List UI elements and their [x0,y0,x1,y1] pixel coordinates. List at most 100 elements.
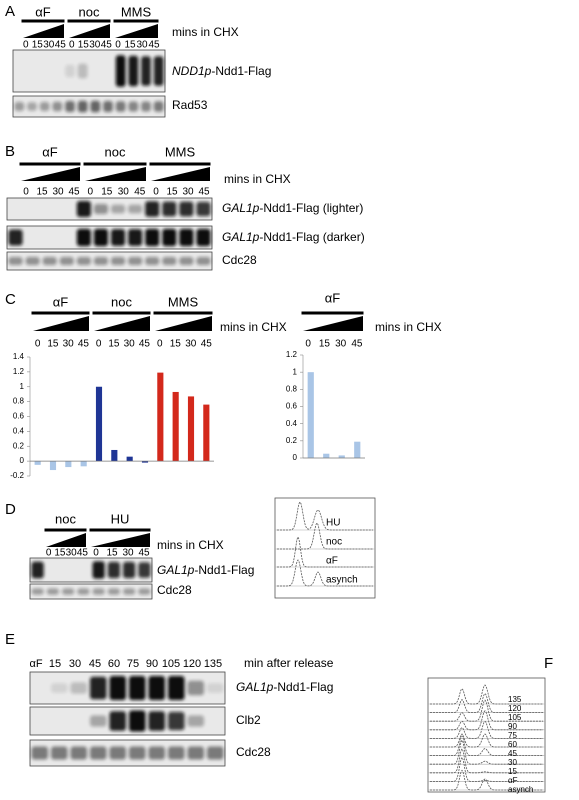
y-tick-label: 0.6 [286,402,298,411]
group-label: noc [105,144,126,159]
blot [6,197,213,221]
blot-band [179,201,194,217]
blot-label: Clb2 [236,713,261,727]
flow-label: 60 [508,740,517,749]
wedge [115,24,158,38]
bar [157,372,164,462]
flow-trace [430,747,543,774]
time-axis-label: mins in CHX [172,25,239,39]
blot-band [115,101,126,112]
blot-label: GAL1p-Ndd1-Flag (lighter) [222,201,363,215]
time-label: 30 [63,339,75,350]
blot-band [92,588,105,595]
blot-band [145,228,160,247]
time-label: 30 [335,339,347,350]
bar [354,441,361,458]
flow-label: 90 [508,722,517,731]
panel-label: E [5,631,15,648]
wedge [155,316,212,331]
time-label: 30 [89,40,101,51]
flow-label: 45 [508,749,517,758]
blot-label-text: -Ndd1-Flag [194,563,254,577]
blot-band [148,711,165,731]
time-label: 15 [32,40,44,51]
time-label: 0 [46,548,52,559]
blot-label-text: Cdc28 [157,583,192,597]
time-label: 45 [148,40,160,51]
flow-trace [430,720,543,739]
blot-band [128,101,139,112]
blot-label-text: Cdc28 [236,745,271,759]
time-label: 30 [66,548,78,559]
time-axis-label: mins in CHX [157,538,224,552]
blot-band [90,676,107,700]
flow-label: αF [326,556,338,567]
time-label: 15 [106,548,118,559]
blot-label-text: -Ndd1-Flag [211,64,271,78]
time-label: 45 [77,548,89,559]
time-label: 135 [204,658,222,670]
y-tick-label: 0.6 [13,412,25,421]
blot-band [196,201,211,217]
bar [65,461,72,468]
flow-trace [430,710,543,731]
blot-label: NDD1p-Ndd1-Flag [172,64,271,78]
blot-band [62,588,75,595]
group-label: MMS [168,294,199,309]
time-label: 30 [43,40,55,51]
bar [49,461,57,471]
time-label: 0 [157,339,163,350]
blot-band [207,683,224,693]
bar [203,404,210,462]
time-label: 0 [305,339,311,350]
bar [172,391,179,462]
time-label: 45 [138,548,150,559]
blot-band [128,256,143,266]
y-tick-label: 1.2 [13,367,25,376]
time-label: 30 [122,548,134,559]
bar [307,372,314,458]
blot-band [148,676,165,700]
blot-band [138,562,151,578]
blot-band [46,588,59,595]
blot-band [111,256,126,266]
wedge [46,533,86,547]
time-label: 30 [124,339,136,350]
time-label: 30 [118,187,130,198]
flow-label: noc [326,537,342,548]
blot-band [111,229,126,246]
blot-band [90,100,101,113]
bar [187,396,195,462]
time-label: 15 [36,187,48,198]
time-label: 15 [49,658,61,670]
blot-label-italic: NDD1p [172,64,212,78]
bar [95,386,103,462]
blot-band [8,256,23,266]
y-tick-label: 1 [293,367,298,376]
time-axis-label: mins in CHX [220,320,287,334]
blot-band [70,746,87,760]
y-tick-label: 0 [20,456,25,465]
blot-band [107,561,120,579]
blot-band [25,256,40,266]
blot-band [77,588,90,595]
blot-band [129,746,146,760]
flow-label: asynch [508,785,533,794]
time-label: 0 [23,40,29,51]
time-label: 120 [183,658,201,670]
blot-band [187,746,204,760]
y-tick-label: 0.2 [13,441,25,450]
bar [80,461,87,467]
wedge [21,167,80,181]
group-label: αF [325,290,341,305]
blot-band [129,710,146,732]
blot-band [187,715,204,727]
wedge [94,316,150,331]
flow-trace [277,522,373,550]
time-label: 75 [127,658,139,670]
blot-band [196,228,211,247]
blot-band [77,100,88,113]
flow-trace [277,559,373,587]
y-tick-label: 0.8 [13,397,25,406]
blot-label-italic: GAL1p [157,563,195,577]
